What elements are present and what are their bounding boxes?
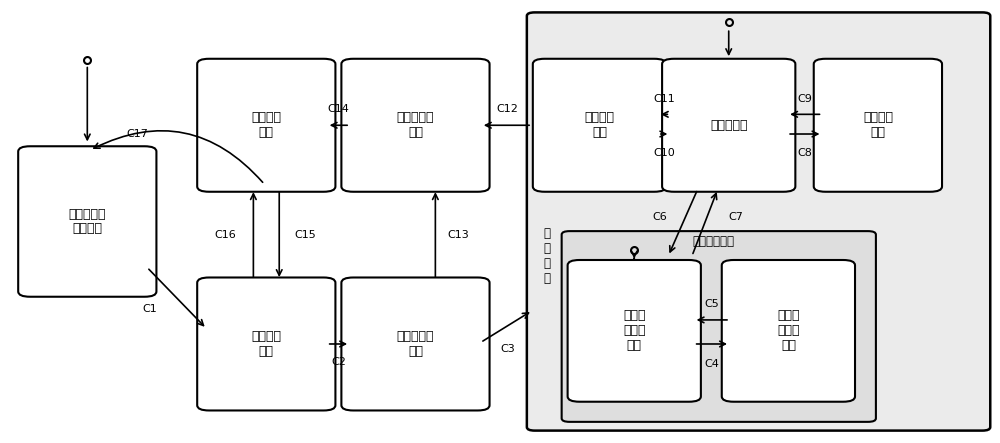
FancyBboxPatch shape — [341, 59, 490, 192]
Text: C10: C10 — [653, 148, 675, 158]
FancyBboxPatch shape — [197, 59, 335, 192]
Text: C14: C14 — [327, 104, 349, 114]
FancyBboxPatch shape — [814, 59, 942, 192]
FancyBboxPatch shape — [18, 146, 156, 297]
Text: C17: C17 — [126, 129, 148, 139]
Text: 制动能
量回收
模式: 制动能 量回收 模式 — [777, 309, 800, 352]
Text: C2: C2 — [331, 357, 346, 367]
FancyBboxPatch shape — [568, 260, 701, 402]
Text: 并联驱动
模式: 并联驱动 模式 — [863, 111, 893, 139]
Text: C15: C15 — [294, 229, 316, 240]
Text: C11: C11 — [653, 94, 675, 104]
Text: C3: C3 — [501, 344, 515, 354]
Text: C4: C4 — [704, 359, 719, 369]
Text: C1: C1 — [142, 304, 157, 314]
Text: 零扭矩模式: 零扭矩模式 — [710, 119, 747, 132]
Text: 能量回收模式: 能量回收模式 — [693, 235, 735, 248]
Text: 并联结束
模式: 并联结束 模式 — [251, 111, 281, 139]
Text: 并
联
模
式: 并 联 模 式 — [543, 228, 550, 285]
Text: C7: C7 — [729, 212, 744, 222]
FancyBboxPatch shape — [341, 277, 490, 411]
FancyBboxPatch shape — [662, 59, 795, 192]
Text: 并联充电
模式: 并联充电 模式 — [584, 111, 614, 139]
Text: 滑行能
量回收
模式: 滑行能 量回收 模式 — [623, 309, 646, 352]
FancyBboxPatch shape — [533, 59, 666, 192]
Text: 离合器脱开
模式: 离合器脱开 模式 — [397, 111, 434, 139]
Text: 离合器结合
模式: 离合器结合 模式 — [397, 330, 434, 358]
Text: C9: C9 — [797, 94, 812, 104]
FancyBboxPatch shape — [722, 260, 855, 402]
Text: C16: C16 — [215, 229, 236, 240]
Text: C8: C8 — [797, 148, 812, 158]
Text: 发动机单独
驱动模式: 发动机单独 驱动模式 — [69, 207, 106, 236]
FancyBboxPatch shape — [527, 12, 990, 431]
Text: C13: C13 — [447, 229, 469, 240]
FancyBboxPatch shape — [562, 231, 876, 422]
Text: C5: C5 — [704, 299, 719, 309]
FancyBboxPatch shape — [197, 277, 335, 411]
Text: C6: C6 — [652, 212, 667, 222]
Text: C12: C12 — [496, 104, 518, 114]
Text: 并联开始
模式: 并联开始 模式 — [251, 330, 281, 358]
